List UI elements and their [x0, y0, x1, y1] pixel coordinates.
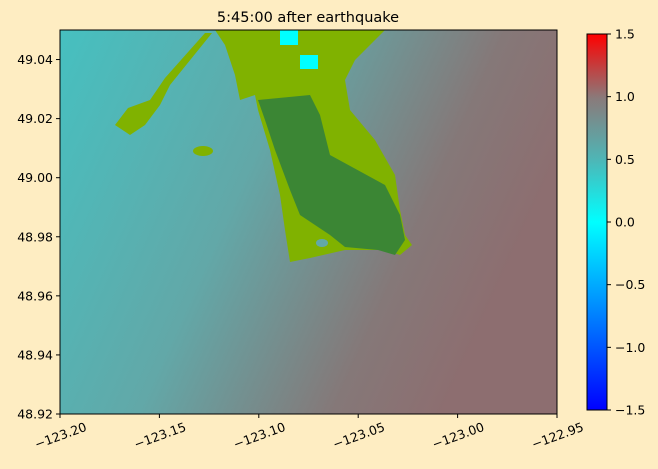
x-tick-label: −123.05 [331, 419, 387, 452]
colorbar-tick-label: −1.5 [615, 403, 645, 418]
colorbar-tick-label: 1.5 [615, 27, 635, 42]
x-tick-label: −123.00 [430, 419, 486, 452]
lake [316, 239, 328, 247]
land-arm [115, 33, 212, 135]
y-tick-label: 48.94 [17, 347, 53, 362]
y-tick-label: 49.00 [17, 170, 53, 185]
shallow [300, 55, 318, 69]
x-tick-label: −123.10 [231, 419, 287, 452]
y-tick-label: 49.02 [17, 111, 53, 126]
y-tick-label: 48.96 [17, 288, 53, 303]
y-tick-label: 49.04 [17, 52, 53, 67]
colorbar-tick-label: 0.0 [615, 215, 635, 230]
map [60, 30, 557, 414]
shallow [280, 30, 298, 45]
colorbar-tick-label: −0.5 [615, 277, 645, 292]
axes-frame [59, 29, 558, 415]
colorbar-tick-label: −1.0 [615, 340, 645, 355]
x-tick-label: −123.15 [132, 419, 188, 452]
island [193, 146, 213, 156]
x-tick-label: −122.95 [529, 419, 585, 452]
colorbar [586, 33, 608, 411]
land-dark [258, 95, 405, 255]
colorbar-tick-label: 0.5 [615, 152, 635, 167]
y-tick-label: 48.98 [17, 229, 53, 244]
x-tick-label: −123.20 [32, 419, 88, 452]
colorbar-tick-label: 1.0 [615, 89, 635, 104]
y-tick-label: 48.92 [17, 407, 53, 422]
chart-title: 5:45:00 after earthquake [217, 10, 399, 26]
